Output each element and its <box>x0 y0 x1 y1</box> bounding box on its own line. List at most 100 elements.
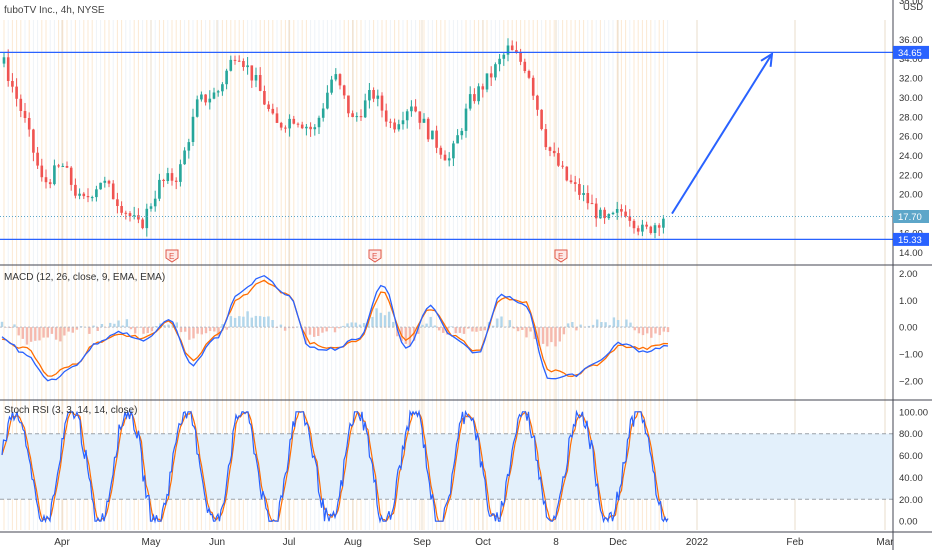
candle-body <box>221 84 224 92</box>
candle-body <box>229 59 233 71</box>
candle-body <box>279 122 283 128</box>
candle-body <box>107 180 111 184</box>
macd-histogram-bar <box>612 317 616 328</box>
macd-histogram-bar <box>554 327 557 347</box>
candle-body <box>296 123 300 125</box>
candle-body <box>489 73 493 78</box>
candle-body <box>443 154 447 161</box>
price-axis-tick: 30.00 <box>899 93 923 104</box>
macd-histogram-bar <box>467 327 470 329</box>
stoch-band <box>0 433 893 500</box>
macd-histogram-bar <box>38 327 41 341</box>
macd-histogram-bar <box>29 327 33 342</box>
candle-body <box>246 65 249 68</box>
candle-body <box>657 225 661 228</box>
macd-histogram-bar <box>625 319 628 328</box>
candle-body <box>380 95 384 111</box>
candle-body <box>116 199 119 206</box>
macd-histogram-bar <box>179 327 183 333</box>
macd-histogram-bar <box>88 327 91 334</box>
candle-body <box>636 228 640 232</box>
candle-body <box>628 216 632 221</box>
candle-body <box>187 142 191 151</box>
stoch-axis-tick: 60.00 <box>899 451 923 462</box>
price-axis-tick: 34.00 <box>899 54 923 65</box>
candle-body <box>523 61 527 71</box>
x-axis-tick: Mar <box>876 537 894 548</box>
candle-body <box>359 116 363 118</box>
candle-body <box>128 213 132 217</box>
macd-histogram-bar <box>242 316 245 328</box>
macd-histogram-bar <box>217 327 220 337</box>
earnings-marker[interactable] <box>554 249 568 263</box>
candle-body <box>321 108 325 118</box>
macd-axis-tick: 2.00 <box>899 269 918 280</box>
candle-body <box>124 212 128 214</box>
candle-body <box>561 165 564 167</box>
candle-body <box>527 71 531 78</box>
earnings-marker[interactable] <box>165 249 179 263</box>
candle-body <box>431 130 434 140</box>
candle-body <box>422 118 426 123</box>
candle-body <box>254 75 258 81</box>
macd-histogram-bar <box>59 327 62 342</box>
x-axis-tick: Jul <box>283 537 296 548</box>
macd-histogram-bar <box>437 327 441 331</box>
price-chart-title: fuboTV Inc., 4h, NYSE <box>4 5 105 16</box>
candle-body <box>183 150 186 165</box>
macd-histogram-bar <box>146 327 149 333</box>
macd-histogram-bar <box>254 315 258 328</box>
projection-arrow-head[interactable] <box>760 51 774 67</box>
macd-histogram-bar <box>450 326 453 328</box>
projection-arrow-line[interactable] <box>671 53 773 215</box>
earnings-marker[interactable] <box>368 249 382 263</box>
macd-histogram-bar <box>246 311 249 328</box>
candle-body <box>153 198 157 207</box>
candle-body <box>27 118 31 130</box>
candle-body <box>590 203 594 205</box>
macd-histogram-bar <box>429 316 432 328</box>
macd-histogram-bar <box>475 327 478 332</box>
candle-body <box>355 116 359 118</box>
candle-body <box>410 106 413 112</box>
candle-body <box>305 126 308 129</box>
candle-body <box>141 219 144 229</box>
stoch-rsi-pane[interactable] <box>0 409 893 524</box>
candle-body <box>111 183 115 200</box>
candle-body <box>544 129 548 148</box>
macd-axis-tick: −1.00 <box>899 350 923 361</box>
candle-body <box>40 165 44 178</box>
candle-body <box>149 206 153 209</box>
candle-body <box>69 167 73 185</box>
candle-body <box>237 60 241 62</box>
x-axis-tick: 8 <box>553 537 559 548</box>
candle-body <box>477 86 480 102</box>
price-axis-tick: 36.00 <box>899 35 923 46</box>
candle-body <box>473 94 476 102</box>
macd-histogram-bar <box>42 327 45 338</box>
candle-body <box>145 208 149 229</box>
candle-body <box>393 122 396 130</box>
macd-histogram-bar <box>362 323 366 328</box>
macd-histogram-bar <box>21 327 24 339</box>
macd-histogram-bar <box>421 324 424 328</box>
candle-body <box>376 95 380 99</box>
macd-histogram-bar <box>600 322 603 328</box>
macd-histogram-bar <box>541 327 545 344</box>
macd-histogram-bar <box>333 327 337 333</box>
candle-body <box>452 143 455 159</box>
price-axis-tick: 28.00 <box>899 112 923 123</box>
price-label-text: 34.65 <box>898 48 922 59</box>
macd-pane[interactable] <box>0 274 670 382</box>
candle-body <box>615 209 619 213</box>
candle-body <box>641 224 644 232</box>
macd-histogram-bar <box>346 323 349 328</box>
macd-histogram-bar <box>383 315 387 328</box>
macd-histogram-bar <box>67 327 70 332</box>
macd-axis-tick: 0.00 <box>899 323 918 334</box>
macd-histogram-bar <box>63 327 66 336</box>
price-axis-tick: 22.00 <box>899 170 923 181</box>
